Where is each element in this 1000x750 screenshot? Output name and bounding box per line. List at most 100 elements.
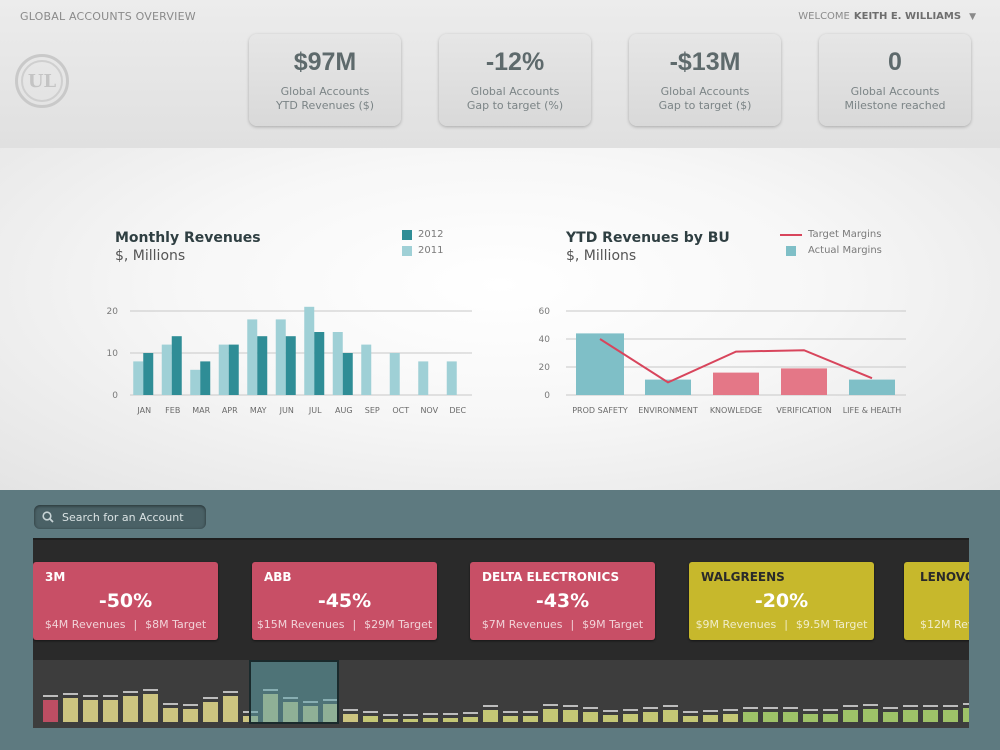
kpi-label-line1: Global Accounts — [280, 85, 370, 98]
minimap-bar — [483, 710, 498, 722]
kpi-ytd-revenues: $97M Global Accounts YTD Revenues ($) — [249, 34, 401, 126]
kpi-label-line2: Milestone reached — [844, 99, 946, 112]
bar-2011 — [247, 319, 258, 395]
minimap-bar — [643, 712, 658, 722]
minimap-bar — [203, 702, 218, 722]
legend-swatch — [780, 233, 802, 236]
bar-2011 — [332, 332, 343, 395]
y-tick-label: 0 — [544, 391, 550, 401]
minimap-bar — [43, 700, 58, 722]
bar-2011 — [190, 369, 201, 395]
x-tick-label: MAY — [250, 406, 267, 415]
minimap-bar — [223, 696, 238, 722]
account-card-lenovo[interactable]: LENOVO $12M Revenues — [904, 562, 969, 640]
header: GLOBAL ACCOUNTS OVERVIEW WELCOME KEITH E… — [0, 0, 1000, 148]
x-tick-label: APR — [222, 406, 238, 415]
bar-2012 — [314, 332, 325, 395]
minimap-bar — [443, 718, 458, 722]
kpi-label: Global Accounts Gap to target (%) — [439, 85, 591, 113]
minimap-bar — [763, 712, 778, 722]
minimap-bar — [163, 708, 178, 722]
legend-actual-margins: Actual Margins — [786, 245, 882, 256]
legend-swatch — [786, 245, 796, 256]
ytd-chart-subtitle: $, Millions — [566, 248, 637, 264]
ul-logo-text: UL — [21, 60, 63, 102]
account-revenue: $9M Revenues — [695, 618, 777, 631]
bar-2011 — [133, 361, 144, 395]
account-target: $9M Target — [582, 618, 644, 631]
minimap-bar — [423, 718, 438, 722]
minimap-bar — [143, 694, 158, 722]
account-card-delta-electronics[interactable]: DELTA ELECTRONICS -43% $7M Revenues | $9M … — [470, 562, 655, 640]
minimap-bar — [363, 716, 378, 722]
accounts-minimap[interactable] — [33, 660, 969, 728]
bar-2011 — [275, 319, 286, 395]
account-footer: $4M Revenues | $8M Target — [44, 618, 207, 631]
legend-swatch — [402, 229, 412, 240]
y-tick-label: 60 — [539, 307, 551, 317]
account-footer: $12M Revenues — [920, 618, 969, 631]
account-revenue: $15M Revenues — [256, 618, 345, 631]
kpi-label-line1: Global Accounts — [850, 85, 940, 98]
user-menu[interactable]: WELCOME KEITH E. WILLIAMS ▼ — [798, 11, 976, 22]
kpi-label: Global Accounts YTD Revenues ($) — [249, 85, 401, 113]
legend-target-margins: Target Margins — [780, 229, 881, 240]
minimap-bar — [783, 712, 798, 722]
kpi-label-line2: YTD Revenues ($) — [275, 99, 375, 112]
kpi-label-line2: Gap to target (%) — [466, 99, 564, 112]
bar-actual-margin — [781, 368, 827, 395]
ytd-chart-title: YTD Revenues by BU — [566, 230, 730, 246]
x-tick-label: DEC — [449, 406, 466, 415]
minimap-bar — [123, 696, 138, 722]
bar-2012 — [285, 336, 296, 395]
minimap-bar — [383, 719, 398, 722]
account-card-3m[interactable]: 3M -50% $4M Revenues | $8M Target — [33, 562, 218, 640]
legend-label: Actual Margins — [808, 245, 882, 256]
legend-label: Target Margins — [808, 229, 882, 240]
minimap-bar — [623, 714, 638, 722]
legend-2012: 2012 — [402, 229, 443, 240]
minimap-bar — [403, 719, 418, 722]
welcome-text: WELCOME — [798, 11, 850, 22]
minimap-bar — [863, 709, 878, 722]
y-tick-label: 0 — [112, 391, 118, 401]
target-margins-line — [599, 338, 873, 384]
account-revenue: $4M Revenues — [44, 618, 126, 631]
kpi-value: 0 — [888, 48, 902, 76]
x-tick-label: FEB — [165, 406, 180, 415]
account-footer: $15M Revenues | $29M Target — [256, 618, 433, 631]
account-target: $29M Target — [364, 618, 433, 631]
account-card-walgreens[interactable]: WALGREENS -20% $9M Revenues | $9.5M Target — [689, 562, 874, 640]
account-card-abb[interactable]: ABB -45% $15M Revenues | $29M Target — [252, 562, 437, 640]
bar-actual-margin — [645, 379, 691, 395]
bar-2011 — [418, 361, 429, 395]
x-tick-label: NOV — [420, 406, 438, 415]
chevron-down-icon[interactable]: ▼ — [969, 11, 976, 22]
account-gap-percent: -45% — [317, 590, 372, 612]
account-footer: $9M Revenues | $9.5M Target — [695, 618, 868, 631]
kpi-label-line2: Gap to target ($) — [658, 99, 752, 112]
y-tick-label: 20 — [539, 363, 551, 373]
legend-swatch — [402, 245, 412, 256]
bar-2011 — [361, 344, 372, 395]
bar-2011 — [304, 306, 315, 395]
charts-panel: Monthly Revenues $, Millions 2012 2011 Y… — [0, 148, 1000, 490]
account-name: ABB — [264, 570, 292, 584]
minimap-bar — [923, 710, 938, 722]
account-target: $9.5M Target — [795, 618, 868, 631]
bar-2012 — [257, 336, 268, 395]
account-target: $8M Target — [145, 618, 207, 631]
minimap-viewport-handle[interactable] — [249, 660, 339, 724]
x-tick-label: MAR — [192, 406, 210, 415]
minimap-bar — [343, 714, 358, 722]
search-input[interactable] — [62, 510, 192, 524]
search-box[interactable] — [34, 505, 206, 529]
minimap-bar — [523, 716, 538, 722]
x-tick-label: PROD SAFETY — [572, 406, 628, 415]
minimap-bar — [543, 709, 558, 722]
ul-logo: UL — [15, 54, 69, 108]
bar-2012 — [228, 344, 239, 395]
bar-2012 — [171, 336, 182, 395]
kpi-label-line1: Global Accounts — [660, 85, 750, 98]
legend-2011: 2011 — [402, 245, 443, 256]
